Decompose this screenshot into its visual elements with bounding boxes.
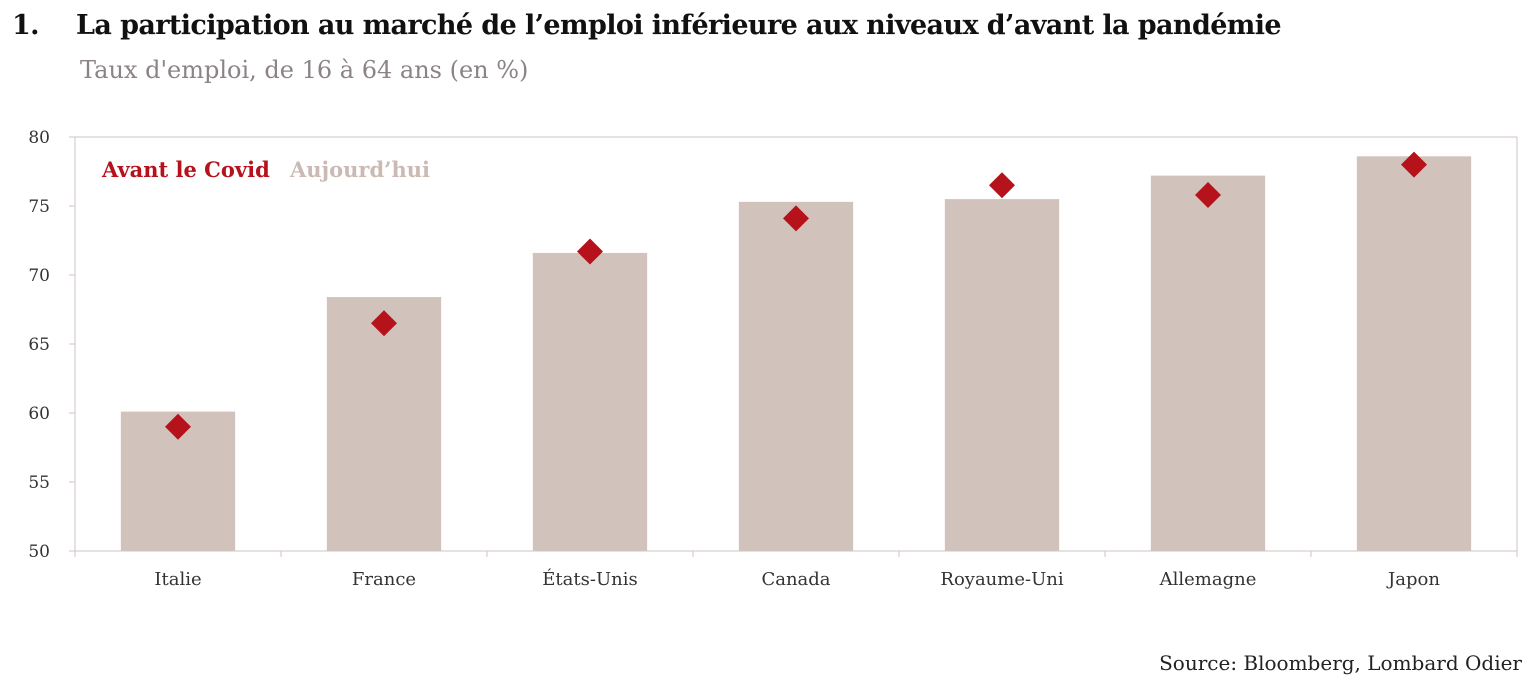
marker-Italie bbox=[165, 413, 191, 440]
x-tick-label: Japon bbox=[1386, 569, 1440, 590]
bar-Royaume-Uni bbox=[944, 199, 1060, 551]
markers-before-covid bbox=[165, 151, 1427, 440]
marker-Allemagne bbox=[1195, 181, 1221, 208]
y-tick-label: 65 bbox=[28, 335, 50, 355]
chart-title-row: 1. La participation au marché de l’emploi… bbox=[12, 10, 1282, 41]
bar-Allemagne bbox=[1150, 175, 1266, 551]
bar-États-Unis bbox=[532, 252, 648, 552]
legend-today: Aujourd’hui bbox=[289, 157, 430, 182]
x-tick-label: Canada bbox=[761, 569, 830, 590]
y-tick-label: 75 bbox=[28, 197, 50, 217]
marker-États-Unis bbox=[577, 238, 603, 265]
chart-title: La participation au marché de l’emploi i… bbox=[76, 10, 1282, 41]
bar-France bbox=[326, 297, 442, 551]
marker-France bbox=[371, 310, 397, 337]
y-tick-label: 55 bbox=[28, 473, 50, 493]
marker-Royaume-Uni bbox=[989, 172, 1015, 199]
chart-number: 1. bbox=[12, 10, 40, 41]
x-tick-label: Italie bbox=[154, 569, 201, 590]
y-tick-label: 70 bbox=[28, 266, 50, 286]
x-tick-label: Allemagne bbox=[1159, 569, 1257, 590]
bars-today bbox=[120, 156, 1472, 552]
bar-Japon bbox=[1356, 156, 1472, 551]
y-tick-label: 50 bbox=[28, 542, 50, 562]
bar-Canada bbox=[738, 201, 854, 552]
y-tick-label: 60 bbox=[28, 404, 50, 424]
chart-subtitle: Taux d'emploi, de 16 à 64 ans (en %) bbox=[80, 56, 529, 84]
x-tick-label: Royaume-Uni bbox=[940, 569, 1063, 590]
y-axis: 50 55 60 65 70 75 80 bbox=[28, 128, 76, 562]
x-tick-label: États-Unis bbox=[542, 567, 637, 590]
marker-Canada bbox=[783, 205, 809, 232]
legend-before-covid: Avant le Covid bbox=[101, 157, 270, 182]
x-tick-label: France bbox=[352, 569, 416, 590]
x-axis: Italie France États-Unis Canada Royaume-Uni A… bbox=[74, 550, 1518, 590]
marker-Japon bbox=[1401, 151, 1427, 178]
plot-frame bbox=[75, 136, 1518, 551]
source-note: Source: Bloomberg, Lombard Odier bbox=[1159, 651, 1522, 675]
y-tick-label: 80 bbox=[28, 128, 50, 148]
legend: Avant le Covid Aujourd’hui bbox=[101, 157, 430, 182]
